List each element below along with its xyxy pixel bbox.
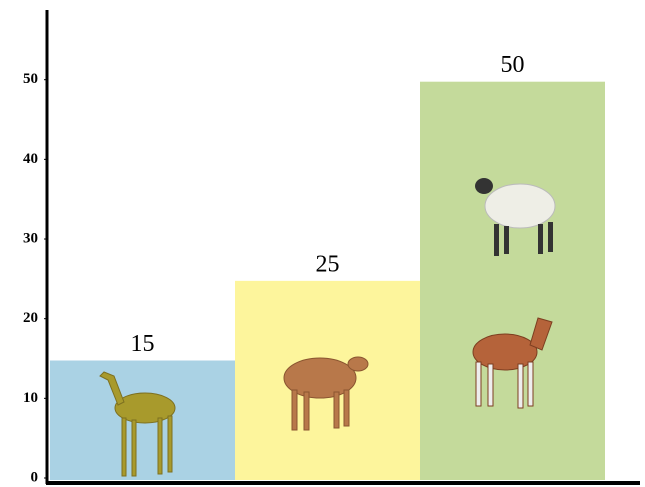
bar [420, 82, 605, 480]
y-tick-label: 30 [23, 230, 38, 246]
y-tick-label: 20 [23, 310, 38, 326]
chart: 0 10 20 30 40 50 15 25 50 [0, 0, 645, 487]
y-tick-label: 40 [23, 151, 38, 167]
y-tick-label: 0 [31, 469, 39, 485]
page: 01020304050152550 (() => { const data = … [0, 0, 645, 487]
y-tick-label: 50 [23, 71, 38, 87]
data-label: 50 [501, 52, 525, 78]
data-label: 25 [316, 251, 340, 277]
y-tick-label: 10 [23, 390, 38, 406]
data-label: 15 [131, 331, 155, 357]
